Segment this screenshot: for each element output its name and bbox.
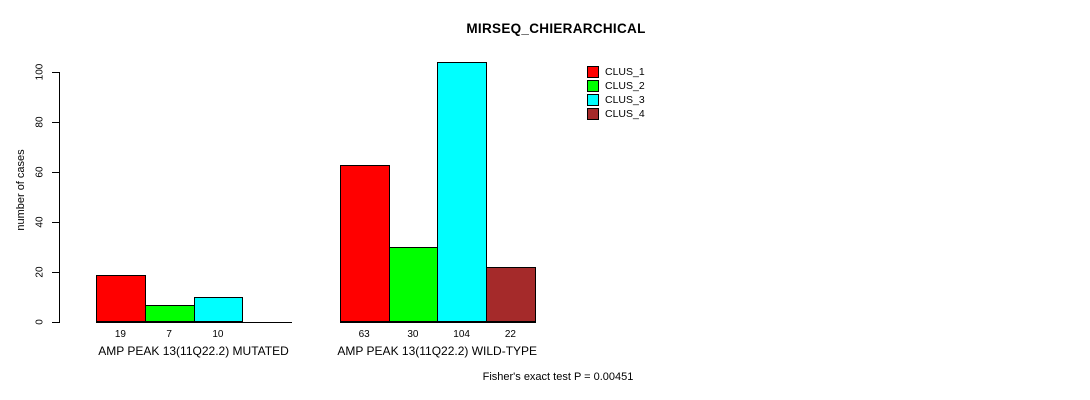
bar-value-label: 22 bbox=[504, 329, 516, 340]
y-tick bbox=[52, 172, 59, 173]
bar-clus_2 bbox=[388, 247, 439, 322]
chart-title: MIRSEQ_CHIERARCHICAL bbox=[466, 21, 646, 36]
y-tick-label: 60 bbox=[34, 166, 46, 178]
bar-clus_2 bbox=[144, 304, 195, 322]
bar-clus_3 bbox=[437, 62, 487, 322]
group-baseline bbox=[339, 322, 536, 323]
y-tick-label: 20 bbox=[34, 266, 46, 278]
y-tick bbox=[52, 322, 59, 323]
group-label: AMP PEAK 13(11Q22.2) WILD-TYPE bbox=[337, 344, 538, 358]
legend-swatch-clus_3 bbox=[587, 94, 599, 107]
bar-value-label: 10 bbox=[212, 329, 224, 340]
legend-swatch-clus_4 bbox=[587, 108, 599, 121]
bar-clus_1 bbox=[96, 274, 146, 322]
y-tick bbox=[52, 72, 59, 73]
legend-swatch-clus_1 bbox=[587, 65, 599, 78]
legend-label: CLUS_3 bbox=[605, 94, 645, 107]
bar-clus_4 bbox=[486, 267, 536, 322]
bar-value-label: 7 bbox=[166, 329, 172, 340]
bar-value-label: 19 bbox=[114, 329, 126, 340]
y-tick-label: 0 bbox=[34, 319, 46, 325]
stat-annotation: Fisher's exact test P = 0.00451 bbox=[482, 371, 634, 383]
bar-clus_3 bbox=[193, 297, 244, 322]
y-tick-label: 100 bbox=[34, 63, 46, 81]
y-tick-label: 80 bbox=[34, 116, 46, 128]
bar-value-label: 63 bbox=[358, 329, 370, 340]
legend-label: CLUS_2 bbox=[605, 79, 645, 92]
group-baseline bbox=[96, 322, 292, 323]
y-tick bbox=[52, 122, 59, 123]
group-label: AMP PEAK 13(11Q22.2) MUTATED bbox=[98, 344, 289, 358]
legend-label: CLUS_1 bbox=[605, 65, 645, 78]
y-tick bbox=[52, 222, 59, 223]
y-tick-label: 40 bbox=[34, 216, 46, 228]
bar-value-label: 104 bbox=[453, 329, 470, 340]
legend-swatch-clus_2 bbox=[587, 79, 599, 92]
legend-label: CLUS_4 bbox=[605, 108, 645, 121]
bar-clus_1 bbox=[339, 164, 390, 322]
y-tick bbox=[52, 272, 59, 273]
y-axis-line bbox=[59, 72, 60, 323]
bar-value-label: 30 bbox=[407, 329, 419, 340]
